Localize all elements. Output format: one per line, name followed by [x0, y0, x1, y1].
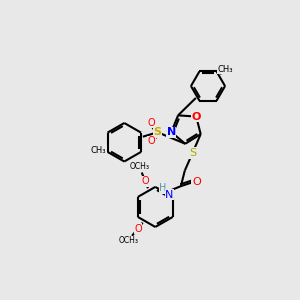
Text: CH₃: CH₃ — [218, 65, 233, 74]
Text: N: N — [165, 190, 173, 200]
Text: O: O — [148, 118, 155, 128]
Text: H: H — [159, 184, 167, 194]
Text: O: O — [192, 177, 201, 187]
Text: S: S — [154, 127, 162, 137]
Text: O: O — [141, 176, 149, 186]
Text: O: O — [148, 136, 155, 146]
Text: O: O — [192, 112, 201, 122]
Text: OCH₃: OCH₃ — [118, 236, 138, 245]
Text: N: N — [167, 127, 176, 137]
Text: O: O — [134, 224, 142, 234]
Text: S: S — [189, 148, 196, 158]
Text: CH₃: CH₃ — [91, 146, 106, 154]
Text: OCH₃: OCH₃ — [130, 162, 149, 171]
